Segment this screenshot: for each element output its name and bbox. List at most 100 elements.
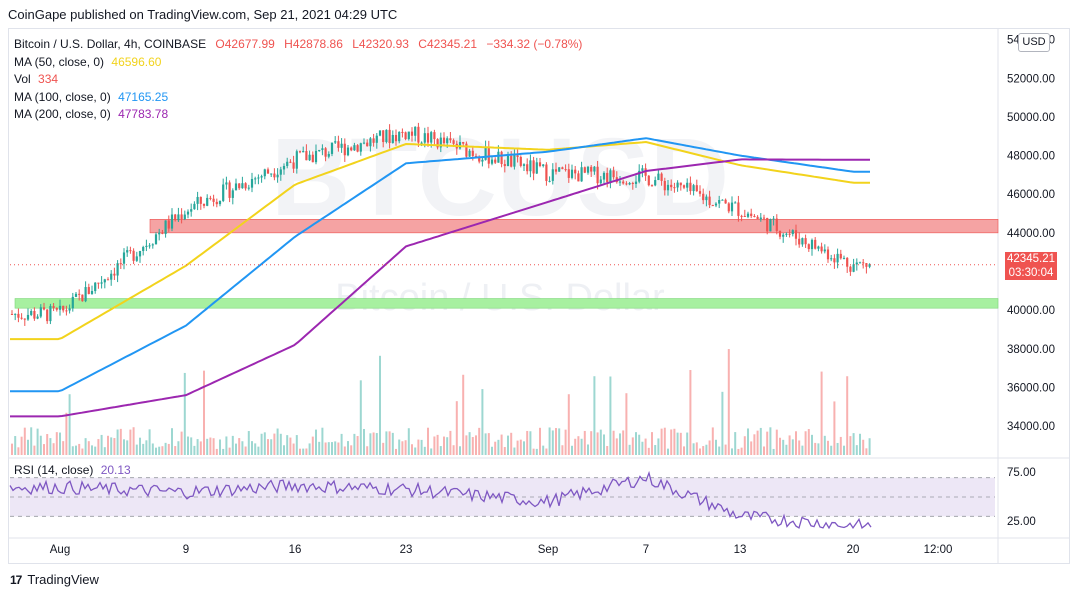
volume-bar bbox=[807, 429, 810, 455]
volume-bar bbox=[203, 370, 205, 455]
volume-bar bbox=[593, 376, 596, 455]
volume-bar bbox=[583, 430, 586, 455]
volume-bar bbox=[385, 431, 388, 455]
candle bbox=[500, 151, 503, 165]
candle bbox=[74, 293, 78, 297]
candle bbox=[289, 161, 292, 163]
candle bbox=[14, 313, 17, 315]
candle bbox=[862, 262, 865, 264]
volume-bar bbox=[395, 448, 397, 455]
volume-bar bbox=[820, 371, 823, 455]
volume-bar bbox=[91, 445, 93, 455]
volume-bar bbox=[868, 438, 871, 455]
candle bbox=[609, 170, 612, 183]
volume-bar bbox=[103, 447, 106, 455]
volume-bar bbox=[97, 439, 100, 455]
chart-area[interactable] bbox=[8, 28, 1070, 564]
volume-bar bbox=[660, 428, 663, 455]
volume-bar bbox=[615, 438, 618, 455]
candle bbox=[548, 180, 551, 182]
candle bbox=[78, 293, 81, 295]
volume-bar bbox=[404, 440, 407, 455]
volume-bar bbox=[529, 431, 532, 455]
candle bbox=[446, 138, 449, 144]
volume-bar bbox=[113, 438, 116, 455]
candle bbox=[708, 196, 711, 206]
volume-bar bbox=[513, 447, 516, 455]
volume-bar bbox=[625, 393, 628, 455]
candle bbox=[174, 214, 177, 221]
candle bbox=[522, 164, 526, 166]
candle bbox=[711, 205, 714, 207]
candle bbox=[756, 216, 759, 220]
rsi-legend[interactable]: RSI (14, close) 20.13 bbox=[14, 463, 131, 477]
volume-bar bbox=[132, 427, 135, 455]
volume-bar bbox=[702, 446, 705, 455]
volume-bar bbox=[321, 427, 324, 455]
candle bbox=[244, 183, 247, 189]
currency-button[interactable]: USD bbox=[1018, 33, 1050, 52]
candle bbox=[426, 133, 430, 143]
low-value: L42320.93 bbox=[352, 37, 409, 51]
candle bbox=[142, 247, 145, 251]
volume-bar bbox=[503, 447, 506, 455]
candle bbox=[676, 182, 679, 188]
candle bbox=[497, 151, 500, 163]
volume-bar bbox=[164, 442, 167, 455]
volume-bar bbox=[567, 394, 570, 455]
volume-bar bbox=[260, 433, 263, 455]
volume-bar bbox=[81, 448, 84, 455]
candle bbox=[138, 250, 142, 257]
candle bbox=[682, 185, 686, 188]
ma100-line bbox=[10, 137, 870, 393]
volume-bar bbox=[20, 436, 23, 455]
time-tick-label: Sep bbox=[538, 544, 558, 556]
volume-bar bbox=[481, 389, 484, 455]
candle bbox=[846, 257, 849, 267]
candle bbox=[218, 200, 222, 205]
candle bbox=[302, 151, 305, 153]
volume-bar bbox=[718, 446, 721, 455]
candle bbox=[62, 305, 65, 311]
candle bbox=[401, 131, 404, 133]
candle bbox=[359, 143, 362, 152]
volume-bar bbox=[388, 431, 391, 455]
legend-ma100[interactable]: MA (100, close, 0) 47165.25 bbox=[14, 89, 588, 107]
volume-bar bbox=[212, 438, 215, 455]
volume-bar bbox=[843, 445, 845, 455]
candle bbox=[449, 138, 452, 141]
candle bbox=[305, 151, 308, 161]
volume-bar bbox=[699, 448, 701, 455]
volume-bar bbox=[455, 401, 458, 455]
candle bbox=[804, 238, 807, 245]
candle bbox=[334, 141, 337, 143]
volume-bar bbox=[609, 376, 612, 455]
volume-bar bbox=[814, 442, 817, 455]
candle bbox=[417, 126, 420, 143]
time-tick-label: 7 bbox=[643, 544, 649, 556]
volume-bar bbox=[750, 441, 753, 455]
candle bbox=[26, 314, 30, 320]
volume-bar bbox=[804, 431, 807, 455]
tradingview-logo[interactable]: 17 TradingView bbox=[10, 572, 99, 587]
candle bbox=[750, 213, 753, 217]
candle bbox=[721, 199, 724, 201]
candle bbox=[462, 142, 465, 144]
volume-bar bbox=[500, 434, 503, 455]
volume-bar bbox=[475, 435, 477, 455]
legend-ma200[interactable]: MA (200, close, 0) 47783.78 bbox=[14, 106, 588, 124]
legend-ma50[interactable]: MA (50, close, 0) 46596.60 bbox=[14, 54, 588, 72]
legend: Bitcoin / U.S. Dollar, 4h, COINBASE O426… bbox=[14, 36, 588, 124]
symbol-title[interactable]: Bitcoin / U.S. Dollar, 4h, COINBASE bbox=[14, 37, 207, 51]
volume-bar bbox=[443, 436, 445, 455]
volume-bar bbox=[324, 442, 327, 455]
volume-bar bbox=[135, 444, 138, 455]
candle bbox=[692, 185, 695, 192]
candle bbox=[196, 196, 199, 204]
volume-bar bbox=[747, 428, 749, 455]
legend-volume[interactable]: Vol 334 bbox=[14, 71, 588, 89]
volume-bar bbox=[724, 444, 727, 455]
candle bbox=[193, 203, 196, 210]
volume-bar bbox=[151, 443, 154, 455]
